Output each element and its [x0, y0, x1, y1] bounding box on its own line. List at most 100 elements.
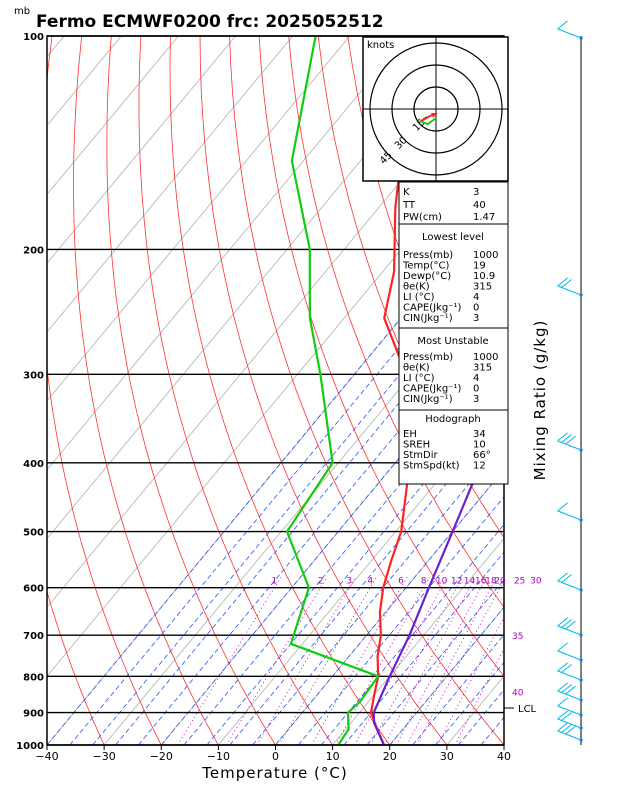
mixing-ratio-line	[454, 647, 504, 745]
lowest-row-value: 10.9	[473, 271, 495, 282]
wind-barb	[557, 682, 583, 702]
hodo-row-value: 10	[473, 440, 486, 451]
isotherm	[332, 537, 504, 745]
indices-table: K 3 TT 40 PW(cm) 1.47 Lowest level Press…	[398, 181, 509, 485]
dry-adiabat	[614, 36, 618, 745]
mixing-ratio-label: 18	[485, 577, 497, 587]
pressure-tick-100: 100	[23, 32, 44, 43]
wind-barb	[557, 617, 583, 637]
hodo-row-value: 12	[473, 461, 486, 472]
temp-tick--40: −40	[35, 750, 58, 763]
lowest-row-value: 4	[473, 292, 479, 303]
unstable-row-value: 1000	[473, 352, 498, 363]
hodo-unit-label: knots	[367, 40, 394, 51]
background-lines	[0, 36, 618, 745]
mixing-ratio-label: 1	[271, 577, 277, 587]
wind-barb	[557, 710, 583, 730]
lowest-row-value: 19	[473, 261, 486, 272]
idx-k-value: 3	[473, 187, 479, 198]
isotherm	[47, 36, 408, 471]
temp-tick-40: 40	[497, 750, 511, 763]
lowest-row-value: 0	[473, 303, 479, 314]
moist-adiabat	[435, 661, 504, 745]
moist-adiabat	[412, 634, 504, 745]
unstable-row-value: 4	[473, 373, 479, 384]
wind-barb	[557, 697, 583, 717]
most-unstable-title: Most Unstable	[417, 336, 488, 347]
temp-tick-0: 0	[272, 750, 279, 763]
dry-adiabat	[555, 36, 618, 745]
mixing-ratio-label: 14	[464, 577, 476, 587]
lowest-row-label: CAPE(Jkg⁻¹)	[403, 303, 461, 314]
mixing-ratio-label: 20	[494, 577, 506, 587]
mixing-ratio-label: 25	[514, 577, 525, 587]
hodo-row-label: SREH	[403, 440, 430, 451]
mixing-ratio-label: 4	[367, 577, 373, 587]
dry-adiabat	[138, 36, 333, 745]
pressure-axis-ticks: 100 200 300 400 500 600 700 800 900 1000	[16, 32, 44, 752]
dry-adiabat	[258, 36, 504, 677]
pressure-tick-700: 700	[23, 631, 44, 642]
unstable-row-value: 3	[473, 394, 479, 405]
parcel-profile	[372, 64, 504, 745]
mixing-ratio-line	[177, 577, 282, 745]
unstable-row-label: LI (°C)	[403, 373, 435, 384]
right-axis-label: Mixing Ratio (g/kg)	[531, 320, 549, 481]
x-axis-label: Temperature (°C)	[201, 764, 347, 782]
temp-tick-20: 20	[383, 750, 397, 763]
lowest-row-label: CIN(Jkg⁻¹)	[403, 313, 453, 324]
hodo-row-label: StmSpd(kt)	[403, 461, 460, 472]
temp-tick-10: 10	[326, 750, 340, 763]
isotherm	[47, 36, 179, 196]
dry-adiabat	[169, 36, 391, 745]
temp-tick--10: −10	[207, 750, 230, 763]
isotherm	[0, 36, 7, 745]
wind-barb	[557, 662, 583, 682]
dry-adiabat	[199, 36, 448, 745]
temperature-axis-ticks: −40 −30 −20 −10 0 10 20 30 40	[35, 745, 511, 763]
lowest-row-label: θe(K)	[403, 282, 430, 293]
dry-adiabat	[73, 36, 219, 745]
dry-adiabat	[229, 36, 504, 745]
chart-title: Fermo ECMWF0200 frc: 2025052512	[36, 12, 384, 32]
moist-adiabat	[457, 689, 504, 745]
hodo-row-label: StmDir	[403, 450, 438, 461]
lowest-row-label: Press(mb)	[403, 250, 453, 261]
mixing-ratio-label: 30	[530, 577, 542, 587]
unstable-row-label: CAPE(Jkg⁻¹)	[403, 384, 461, 395]
wind-barb	[557, 722, 583, 742]
dewpoint-profile	[285, 36, 380, 745]
wind-barb	[557, 277, 583, 297]
dry-adiabat	[317, 36, 504, 539]
unstable-row-label: θe(K)	[403, 363, 430, 374]
isotherm	[47, 36, 236, 264]
isotherm	[103, 262, 504, 745]
mixing-ratio-line	[406, 577, 497, 745]
mixing-ratio-line	[335, 577, 430, 745]
unstable-row-value: 315	[473, 363, 492, 374]
lowest-row-value: 3	[473, 313, 479, 324]
wind-barb	[557, 502, 583, 522]
lowest-row-label: Temp(°C)	[402, 261, 450, 272]
wind-barb-column	[557, 20, 583, 745]
lowest-row-label: LI (°C)	[403, 292, 435, 303]
moist-adiabat	[47, 249, 459, 745]
mixing-ratio-line	[311, 577, 408, 745]
idx-pw-label: PW(cm)	[403, 212, 442, 223]
pressure-unit-label: mb	[14, 6, 30, 17]
mixing-ratio-label: 12	[451, 577, 462, 587]
moist-adiabat	[503, 744, 504, 745]
hodograph-title: Hodograph	[425, 414, 480, 425]
dry-adiabat	[584, 36, 618, 745]
idx-pw-value: 1.47	[473, 212, 495, 223]
mixing-ratio-line	[278, 577, 377, 745]
wind-barb	[557, 20, 583, 40]
dry-adiabat	[47, 36, 162, 745]
hodo-storm-arrow	[431, 113, 437, 118]
pressure-tick-400: 400	[23, 459, 44, 470]
pressure-tick-300: 300	[23, 370, 44, 381]
hodo-row-value: 66°	[473, 450, 491, 461]
pressure-tick-1000: 1000	[16, 741, 44, 752]
